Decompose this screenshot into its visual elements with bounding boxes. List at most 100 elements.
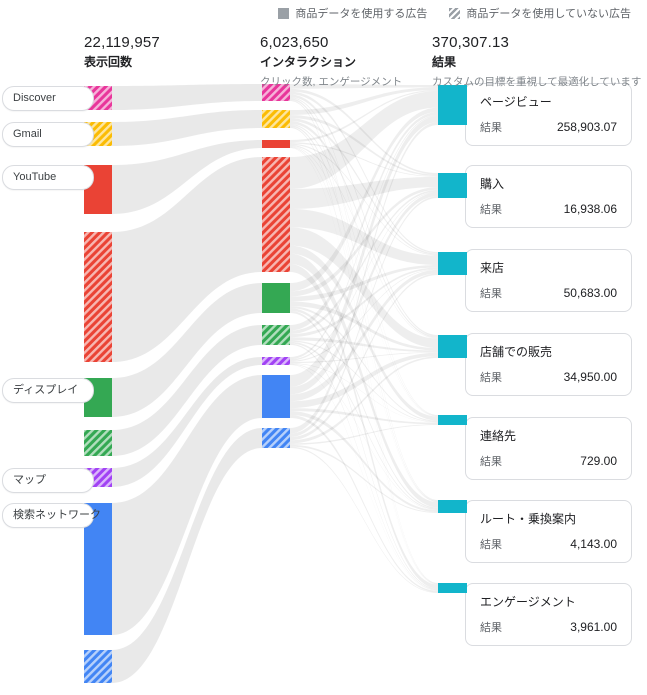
result-metric-label: 結果 (480, 622, 502, 634)
flow-interactions-to-results (290, 91, 438, 189)
flow-interactions-to-results (290, 408, 438, 425)
result-node-5[interactable] (438, 500, 467, 513)
interactions-total: 6,023,650 (260, 34, 329, 51)
flow-interactions-to-results (290, 227, 438, 349)
result-metric-label: 結果 (480, 288, 502, 300)
result-metric-label: 結果 (480, 456, 502, 468)
interactions-node-3[interactable] (262, 157, 290, 272)
flow-interactions-to-results (290, 352, 438, 364)
result-node-2[interactable] (438, 252, 467, 275)
flow-interactions-to-results (290, 352, 438, 409)
flow-interactions-to-results (290, 115, 438, 177)
interactions-node-2[interactable] (262, 140, 290, 148)
interactions-header: 6,023,650 インタラクション クリック数, エンゲージメント (260, 34, 402, 89)
flow-interactions-to-results (290, 99, 438, 584)
result-card-title: 来店 (480, 261, 505, 275)
channel-label-youtube[interactable]: YouTube (2, 165, 94, 190)
flow-interactions-to-results (290, 98, 438, 501)
channel-label-search[interactable]: 検索ネットワーク (2, 503, 101, 528)
legend-label: 商品データを使用する広告 (295, 8, 428, 20)
flow-interactions-to-results (290, 308, 438, 509)
legend-item-without-product-data: 商品データを使用していない広告 (449, 5, 631, 21)
flow-interactions-to-results (290, 196, 438, 438)
flow-interactions-to-results (290, 94, 438, 337)
flow-interactions-to-results (290, 187, 438, 297)
flow-interactions-to-results (290, 176, 438, 209)
impressions-label: 表示回数 (84, 55, 133, 69)
flow-interactions-to-results (290, 121, 438, 338)
result-value: 50,683.00 (563, 286, 617, 300)
flow-interactions-to-results (290, 273, 438, 441)
result-value: 4,143.00 (570, 537, 617, 551)
flow-impressions-to-interactions (112, 357, 262, 487)
impressions-node-3[interactable] (84, 232, 112, 362)
result-node-3[interactable] (438, 335, 467, 358)
impressions-node-8[interactable] (84, 650, 112, 683)
flow-interactions-to-results (290, 88, 438, 175)
result-card-directions[interactable]: ルート・乗換案内 結果 4,143.00 (465, 500, 632, 563)
flow-interactions-to-results (290, 90, 438, 143)
flow-interactions-to-results (290, 115, 438, 387)
results-label: 結果 (432, 55, 457, 69)
result-card-engagement[interactable]: エンゲージメント 結果 3,961.00 (465, 583, 632, 646)
flow-interactions-to-results (290, 306, 438, 422)
results-total: 370,307.13 (432, 34, 510, 51)
interactions-node-1[interactable] (262, 110, 290, 128)
flow-interactions-to-results (290, 97, 438, 416)
result-card-title: 購入 (480, 177, 505, 191)
result-node-0[interactable] (438, 85, 467, 125)
result-node-1[interactable] (438, 173, 467, 198)
flow-interactions-to-results (290, 337, 438, 353)
result-card-purchases[interactable]: 購入 結果 16,938.06 (465, 165, 632, 228)
flow-impressions-to-interactions (112, 110, 262, 146)
result-node-4[interactable] (438, 415, 467, 425)
flow-interactions-to-results (290, 446, 438, 593)
flow-impressions-to-interactions (112, 157, 262, 362)
flow-interactions-to-results (290, 245, 438, 421)
interactions-node-8[interactable] (262, 428, 290, 448)
interactions-node-5[interactable] (262, 325, 290, 345)
flow-impressions-to-interactions (112, 84, 262, 110)
result-card-store-visits[interactable]: 来店 結果 50,683.00 (465, 249, 632, 312)
flow-interactions-to-results (290, 147, 438, 585)
flow-interactions-to-results (290, 146, 438, 417)
flow-interactions-to-results (290, 265, 438, 302)
interactions-node-7[interactable] (262, 375, 290, 418)
interactions-label: インタラクション (260, 55, 357, 69)
interactions-node-6[interactable] (262, 357, 290, 365)
flow-interactions-to-results (290, 126, 438, 585)
flow-interactions-to-results (290, 415, 438, 593)
interactions-subtitle: クリック数, エンゲージメント (260, 76, 403, 88)
result-card-title: ページビュー (480, 95, 552, 109)
result-card-store-sales[interactable]: 店舗での販売 結果 34,950.00 (465, 333, 632, 396)
channel-label-display[interactable]: ディスプレイ (2, 378, 94, 403)
flow-interactions-to-results (290, 264, 438, 589)
channel-label-maps[interactable]: マップ (2, 468, 94, 493)
channel-label-gmail[interactable]: Gmail (2, 122, 94, 147)
flow-interactions-to-results (290, 122, 438, 434)
result-value: 729.00 (580, 454, 617, 468)
flow-interactions-to-results (290, 310, 438, 590)
result-card-pageviews[interactable]: ページビュー 結果 258,903.07 (465, 83, 632, 146)
flow-interactions-to-results (290, 143, 438, 256)
hatched-swatch-icon (449, 7, 461, 19)
result-card-title: 連絡先 (480, 429, 517, 443)
flow-interactions-to-results (290, 363, 438, 511)
flow-interactions-to-results (290, 343, 438, 591)
channel-label-discover[interactable]: Discover (2, 86, 94, 111)
flow-interactions-to-results (290, 118, 438, 255)
result-card-contacts[interactable]: 連絡先 結果 729.00 (465, 417, 632, 480)
flow-interactions-to-results (290, 91, 438, 254)
flow-interactions-to-results (290, 253, 438, 508)
interactions-node-4[interactable] (262, 283, 290, 313)
result-metric-label: 結果 (480, 122, 502, 134)
impressions-node-5[interactable] (84, 430, 112, 456)
solid-swatch-icon (278, 7, 290, 19)
impressions-header: 22,119,957 表示回数 (84, 34, 160, 70)
legend-item-with-product-data: 商品データを使用する広告 (278, 5, 427, 21)
result-card-title: ルート・乗換案内 (480, 512, 577, 526)
result-node-6[interactable] (438, 583, 467, 593)
flow-interactions-to-results (290, 87, 438, 115)
flow-impressions-to-interactions (112, 375, 262, 635)
